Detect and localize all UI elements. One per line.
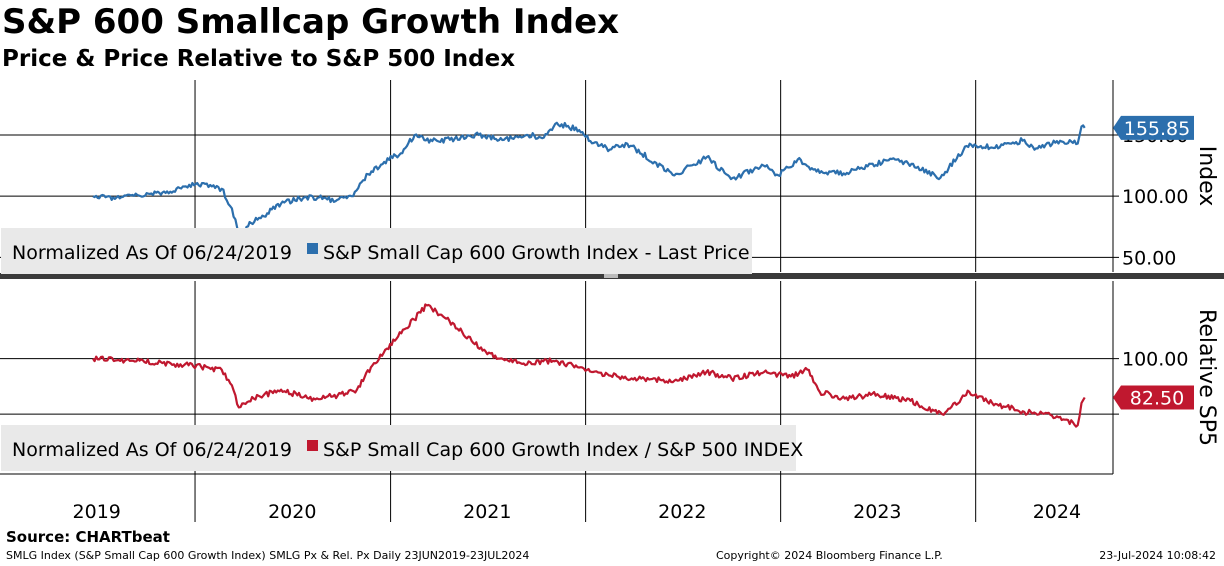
x-tick-label: 2024 bbox=[1033, 501, 1081, 523]
footer-copyright: Copyright© 2024 Bloomberg Finance L.P. bbox=[716, 549, 943, 562]
y-tick-label: 50.00 bbox=[1122, 247, 1176, 269]
legend-background bbox=[1, 425, 796, 471]
legend: Normalized As Of 06/24/2019 S&P Small Cap… bbox=[1, 425, 803, 471]
last-value-tag: 155.85 bbox=[1113, 115, 1194, 140]
last-value-badge bbox=[1113, 385, 1194, 410]
footer-timestamp: 23-Jul-2024 10:08:42 bbox=[1099, 549, 1216, 562]
source-note: Source: CHARTbeat bbox=[6, 528, 170, 546]
x-tick-label: 2021 bbox=[463, 501, 511, 523]
x-tick-label: 2020 bbox=[268, 501, 316, 523]
last-value-tag: 82.50 bbox=[1113, 385, 1194, 410]
x-tick-label: 2023 bbox=[853, 501, 901, 523]
y-tick-label: 100.00 bbox=[1122, 186, 1188, 208]
chart-subtitle: Price & Price Relative to S&P 500 Index bbox=[2, 46, 516, 72]
legend-background bbox=[1, 228, 752, 274]
x-tick-label: 2019 bbox=[73, 501, 121, 523]
legend-swatch bbox=[307, 440, 318, 451]
last-value-text: 155.85 bbox=[1124, 118, 1190, 140]
legend-note: Normalized As Of 06/24/2019 bbox=[12, 242, 292, 264]
legend-series-name: S&P Small Cap 600 Growth Index - Last Pr… bbox=[323, 242, 750, 264]
last-value-text: 82.50 bbox=[1130, 387, 1184, 409]
y-axis-title: Index bbox=[1194, 146, 1219, 207]
chart-title: S&P 600 Smallcap Growth Index bbox=[2, 2, 620, 42]
x-tick-label: 2022 bbox=[658, 501, 706, 523]
y-axis-title: Relative SP5 bbox=[1194, 309, 1219, 446]
last-value-badge bbox=[1113, 115, 1194, 140]
legend-swatch bbox=[307, 243, 318, 254]
series-line bbox=[92, 303, 1086, 428]
series-line bbox=[92, 121, 1086, 237]
legend: Normalized As Of 06/24/2019 S&P Small Cap… bbox=[1, 228, 752, 274]
legend-note: Normalized As Of 06/24/2019 bbox=[12, 439, 292, 461]
legend-series-name: S&P Small Cap 600 Growth Index / S&P 500… bbox=[323, 439, 803, 461]
footer-meta: SMLG Index (S&P Small Cap 600 Growth Ind… bbox=[6, 549, 530, 562]
panel-divider-grip bbox=[604, 274, 618, 278]
y-tick-label: 100.00 bbox=[1122, 349, 1188, 371]
